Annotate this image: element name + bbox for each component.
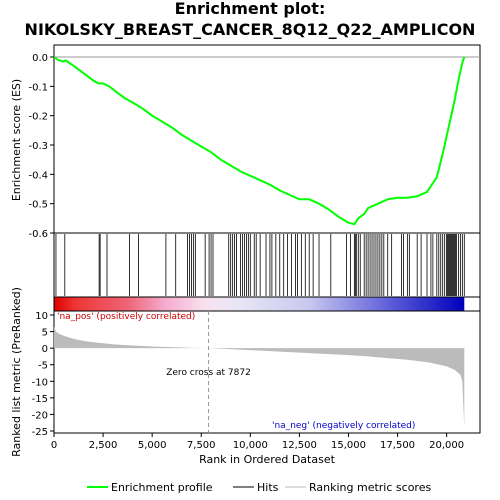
rank-panel: 10 5 0 -5 -10 -15 -20 -25 Zero cross at 7872 'n… xyxy=(10,287,481,457)
hit-lines xyxy=(55,234,465,296)
xtick-label: 17,500 xyxy=(380,440,415,451)
rank-color-band xyxy=(53,296,481,312)
es-ytick-label: -0.4 xyxy=(28,170,48,181)
es-ytick-label: -0.2 xyxy=(28,112,48,123)
es-ytick-label: -0.3 xyxy=(28,141,48,152)
chart-title-line-2: NIKOLSKY_BREAST_CANCER_8Q12_Q22_AMPLICON xyxy=(25,20,476,39)
xtick-label: 20,000 xyxy=(429,440,464,451)
es-y-axis: 0.0 -0.1 -0.2 -0.3 -0.4 -0.5 -0.6 xyxy=(28,53,54,240)
xtick-label: 2,500 xyxy=(89,440,118,451)
xtick-label: 12,500 xyxy=(282,440,317,451)
rank-ytick-label: 5 xyxy=(42,328,48,339)
xtick-label: 0 xyxy=(51,440,57,451)
xtick-label: 5,000 xyxy=(138,440,167,451)
neg-corr-label: 'na_neg' (negatively correlated) xyxy=(272,421,415,431)
hits-panel xyxy=(53,232,481,298)
rank-ytick-label: 0 xyxy=(42,344,48,355)
xtick-label: 10,000 xyxy=(233,440,268,451)
xtick-label: 7,500 xyxy=(187,440,216,451)
es-ytick-label: -0.5 xyxy=(28,200,48,211)
hits-panel-frame xyxy=(53,232,481,298)
rank-y-axis: 10 5 0 -5 -10 -15 -20 -25 xyxy=(32,311,54,438)
x-axis-label: Rank in Ordered Dataset xyxy=(199,453,336,466)
ranking-metric-area xyxy=(54,326,465,428)
legend-label-ranking: Ranking metric scores xyxy=(309,481,431,494)
es-ylabel: Enrichment score (ES) xyxy=(10,79,23,201)
pos-corr-label: 'na_pos' (positively correlated) xyxy=(57,312,195,322)
es-panel: 0.0 -0.1 -0.2 -0.3 -0.4 -0.5 -0.6 Enrichment s… xyxy=(10,44,481,240)
legend-label-enrichment: Enrichment profile xyxy=(111,481,213,494)
rank-ytick-label: -10 xyxy=(32,377,48,388)
rank-ytick-label: -5 xyxy=(38,361,48,372)
es-ytick-label: 0.0 xyxy=(32,53,48,64)
rank-ytick-label: 10 xyxy=(35,311,48,322)
legend-label-hits: Hits xyxy=(257,481,279,494)
rank-panel-frame xyxy=(53,310,481,434)
es-ytick-label: -0.6 xyxy=(28,229,48,240)
rank-ytick-label: -20 xyxy=(32,410,48,421)
x-axis: 0 2,500 5,000 7,500 10,000 12,500 15,000 17,500… xyxy=(51,433,464,451)
rank-ytick-label: -15 xyxy=(32,394,48,405)
es-panel-frame xyxy=(53,44,481,234)
es-ytick-label: -0.1 xyxy=(28,82,48,93)
correlation-color-band xyxy=(54,297,465,311)
enrichment-profile-line xyxy=(53,56,466,226)
xtick-label: 15,000 xyxy=(331,440,366,451)
rank-ytick-label: -25 xyxy=(32,427,48,438)
rank-ylabel: Ranked list metric (PreRanked) xyxy=(10,287,23,457)
zero-cross-label: Zero cross at 7872 xyxy=(166,368,251,378)
chart-title-line-1: Enrichment plot: xyxy=(175,0,326,18)
legend: Enrichment profile Hits Ranking metric s… xyxy=(87,481,431,494)
